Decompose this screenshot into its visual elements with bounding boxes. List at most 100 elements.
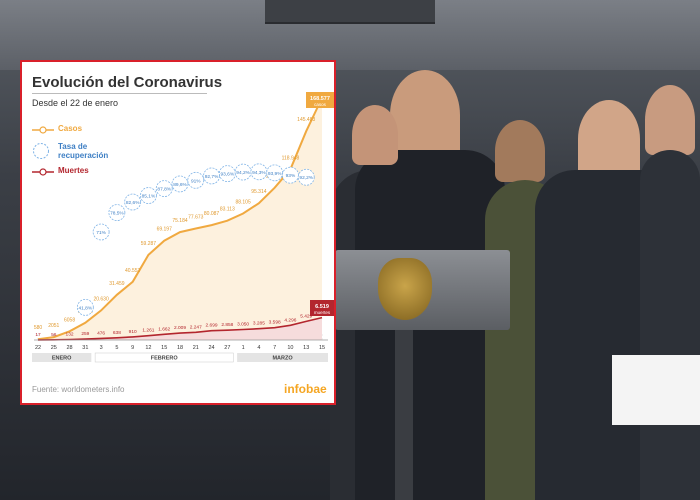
- person-officer-head: [495, 120, 545, 182]
- x-tick-label: 5: [115, 345, 118, 351]
- legend-item-muertes: Muertes: [32, 166, 132, 178]
- legend-item-recuperacion: Tasa de recuperación: [32, 142, 132, 160]
- x-tick-label: 4: [257, 345, 260, 351]
- muertes-data-label: 259: [81, 331, 89, 337]
- recuperacion-point: [108, 204, 126, 222]
- legend-casos-symbol: [32, 124, 54, 136]
- muertes-data-label: 132: [66, 332, 74, 338]
- muertes-data-label: 910: [129, 329, 137, 335]
- legend-muertes-label: Muertes: [58, 166, 89, 175]
- person-far-right-head: [645, 85, 695, 155]
- x-tick-label: 1: [242, 345, 245, 351]
- recuperacion-data-label: 78,5%: [110, 211, 124, 217]
- muertes-data-label: 3.598: [269, 320, 281, 326]
- month-band: [237, 353, 328, 362]
- casos-end-value: 168.577: [310, 96, 330, 102]
- recuperacion-data-label: 85,1%: [142, 194, 156, 200]
- x-tick-label: 22: [35, 345, 41, 351]
- legend-muertes-symbol: [32, 166, 54, 178]
- muertes-line: [37, 316, 323, 341]
- x-tick-label: 3: [100, 345, 103, 351]
- person-right-head: [578, 100, 640, 178]
- casos-end-text: casos: [314, 102, 327, 107]
- recuperacion-data-label: 92,2%: [299, 175, 313, 181]
- month-label: MARZO: [272, 356, 293, 362]
- person-left-back-head: [352, 105, 398, 165]
- x-tick-label: 21: [193, 345, 199, 351]
- recuperacion-data-label: 93,6%: [221, 172, 235, 178]
- recuperacion-data-label: 41,8%: [79, 305, 93, 311]
- month-band: [94, 352, 234, 363]
- x-tick-label: 25: [51, 345, 57, 351]
- casos-data-label: 6058: [64, 317, 75, 323]
- casos-end-box: [306, 92, 334, 108]
- muertes-data-label: 2.699: [206, 323, 218, 329]
- legend-item-casos: Casos: [32, 124, 132, 136]
- x-tick-label: 15: [319, 345, 325, 351]
- casos-data-label: 118.948: [282, 155, 300, 161]
- muertes-end-value: 6.519: [315, 304, 329, 310]
- muertes-data-label: 638: [113, 330, 121, 336]
- recuperacion-data-label: 91%: [191, 178, 201, 184]
- casos-data-label: 59.287: [141, 241, 157, 247]
- recuperacion-data-label: 94,3%: [252, 170, 266, 176]
- casos-data-label: 88.105: [235, 200, 251, 206]
- muertes-data-label: 56: [51, 332, 57, 338]
- x-tick-label: 13: [303, 345, 309, 351]
- casos-data-label: 145.483: [297, 117, 315, 123]
- chart-plot: 5802051605811.95020.63031.45940.55359.28…: [32, 92, 334, 363]
- chart-subtitle: Desde el 22 de enero: [32, 98, 119, 108]
- x-tick-label: 12: [145, 345, 151, 351]
- chart-title: Evolución del Coronavirus: [32, 74, 223, 91]
- chart-legend: Casos Tasa de recuperación Muertes: [32, 124, 132, 184]
- muertes-data-label: 2.009: [174, 325, 186, 331]
- source-text: Fuente: worldometers.info: [32, 385, 125, 394]
- recuperacion-data-label: 71%: [96, 230, 106, 236]
- recuperacion-point: [124, 193, 142, 211]
- casos-data-label: 77.673: [188, 215, 204, 221]
- muertes-area: [38, 317, 322, 340]
- x-tick-label: 7: [273, 345, 276, 351]
- recuperacion-point: [92, 223, 110, 241]
- legend-recuperacion-label: Tasa de recuperación: [58, 142, 109, 160]
- recuperacion-point: [187, 171, 205, 189]
- muertes-data-label: 1.662: [158, 326, 170, 332]
- person-far-right-suit: [640, 150, 700, 500]
- casos-line: [37, 97, 323, 341]
- muertes-end-box: [310, 300, 334, 316]
- recuperacion-data-label: 87,8%: [157, 187, 171, 193]
- x-tick-label: 15: [161, 345, 167, 351]
- recuperacion-data-label: 89,6%: [173, 182, 187, 188]
- title-underline: [32, 93, 207, 94]
- recuperacion-point: [76, 298, 94, 316]
- coat-of-arms-seal: [378, 258, 432, 320]
- muertes-data-label: 3.050: [237, 322, 249, 328]
- x-tick-label: 10: [287, 345, 293, 351]
- podium-stand: [395, 330, 413, 500]
- month-label: FEBRERO: [151, 356, 179, 362]
- recuperacion-point: [155, 180, 173, 197]
- casos-data-label: 40.553: [125, 268, 141, 274]
- muertes-end-text: muertes: [314, 310, 331, 315]
- chart-panel: Evolución del Coronavirus Desde el 22 de…: [20, 60, 336, 405]
- legend-casos-label: Casos: [58, 124, 83, 133]
- muertes-data-label: 2.247: [190, 324, 202, 330]
- recuperacion-data-label: 82,6%: [126, 200, 140, 206]
- month-band: [32, 353, 92, 362]
- muertes-data-label: 2.858: [221, 322, 233, 328]
- recuperacion-point: [140, 187, 157, 204]
- casos-data-label: 69.197: [157, 227, 173, 233]
- x-tick-label: 28: [66, 345, 72, 351]
- casos-data-label: 2051: [48, 323, 59, 329]
- x-tick-label: 27: [224, 345, 230, 351]
- recuperacion-data-label: 93,9%: [268, 171, 282, 177]
- recuperacion-data-label: 92,7%: [205, 174, 219, 180]
- recuperacion-data-label: 93%: [286, 173, 296, 179]
- casos-data-label: 75.184: [172, 218, 188, 224]
- x-tick-label: 24: [208, 345, 214, 351]
- x-tick-label: 9: [131, 345, 134, 351]
- casos-data-label: 31.459: [109, 281, 125, 287]
- recuperacion-point: [171, 175, 189, 193]
- month-label: ENERO: [52, 356, 72, 362]
- x-tick-label: 18: [177, 345, 183, 351]
